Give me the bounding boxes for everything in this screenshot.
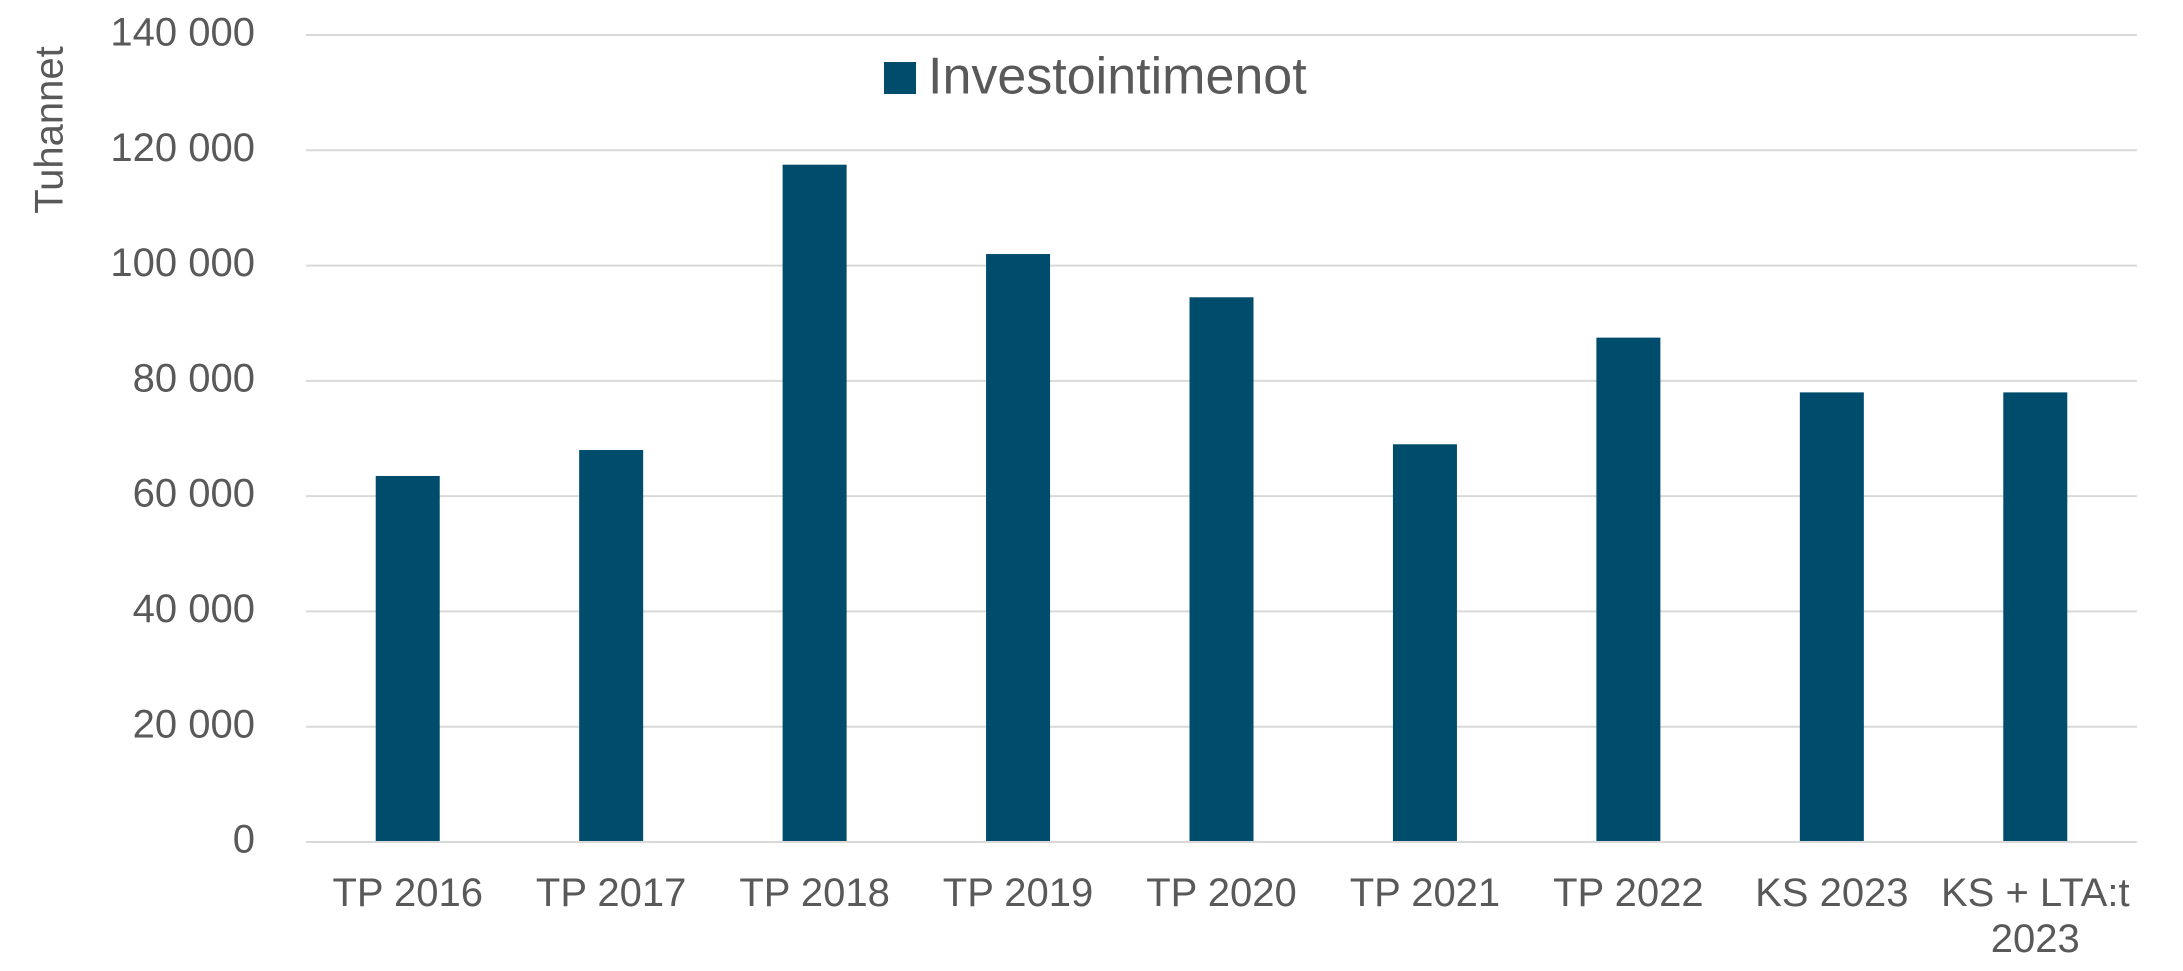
- bar: [986, 254, 1051, 843]
- legend-swatch: [884, 62, 916, 94]
- y-tick-label: 40 000: [133, 587, 255, 631]
- x-tick-label: TP 2017: [535, 871, 687, 915]
- y-tick-label: 80 000: [133, 356, 255, 400]
- x-tick-label: TP 2022: [1553, 871, 1704, 915]
- bar: [782, 164, 847, 843]
- bar: [375, 475, 440, 842]
- bar: [1189, 297, 1254, 842]
- y-tick-label: 140 000: [110, 11, 255, 55]
- bar: [2003, 392, 2068, 842]
- bar: [1799, 392, 1864, 842]
- y-tick-label: 20 000: [133, 702, 255, 746]
- bar: [1392, 444, 1457, 842]
- bar: [579, 450, 644, 842]
- y-axis-label: Tuhannet: [28, 46, 72, 214]
- x-tick-label: KS 2023: [1755, 871, 1909, 915]
- x-tick-label: TP 2019: [942, 871, 1094, 915]
- y-tick-label: 60 000: [133, 472, 255, 516]
- x-tick-label: TP 2021: [1349, 871, 1501, 915]
- bar: [1596, 337, 1661, 842]
- x-tick-label: TP 2020: [1146, 871, 1297, 915]
- y-tick-label: 120 000: [110, 126, 255, 170]
- x-tick-label: TP 2016: [332, 871, 483, 915]
- x-tick-label: KS + LTA:t 2023: [1940, 871, 2130, 961]
- y-tick-label: 100 000: [110, 241, 255, 285]
- x-tick-label: TP 2018: [739, 871, 890, 915]
- legend-label: Investointimenot: [928, 48, 1307, 106]
- y-tick-label: 0: [233, 818, 255, 862]
